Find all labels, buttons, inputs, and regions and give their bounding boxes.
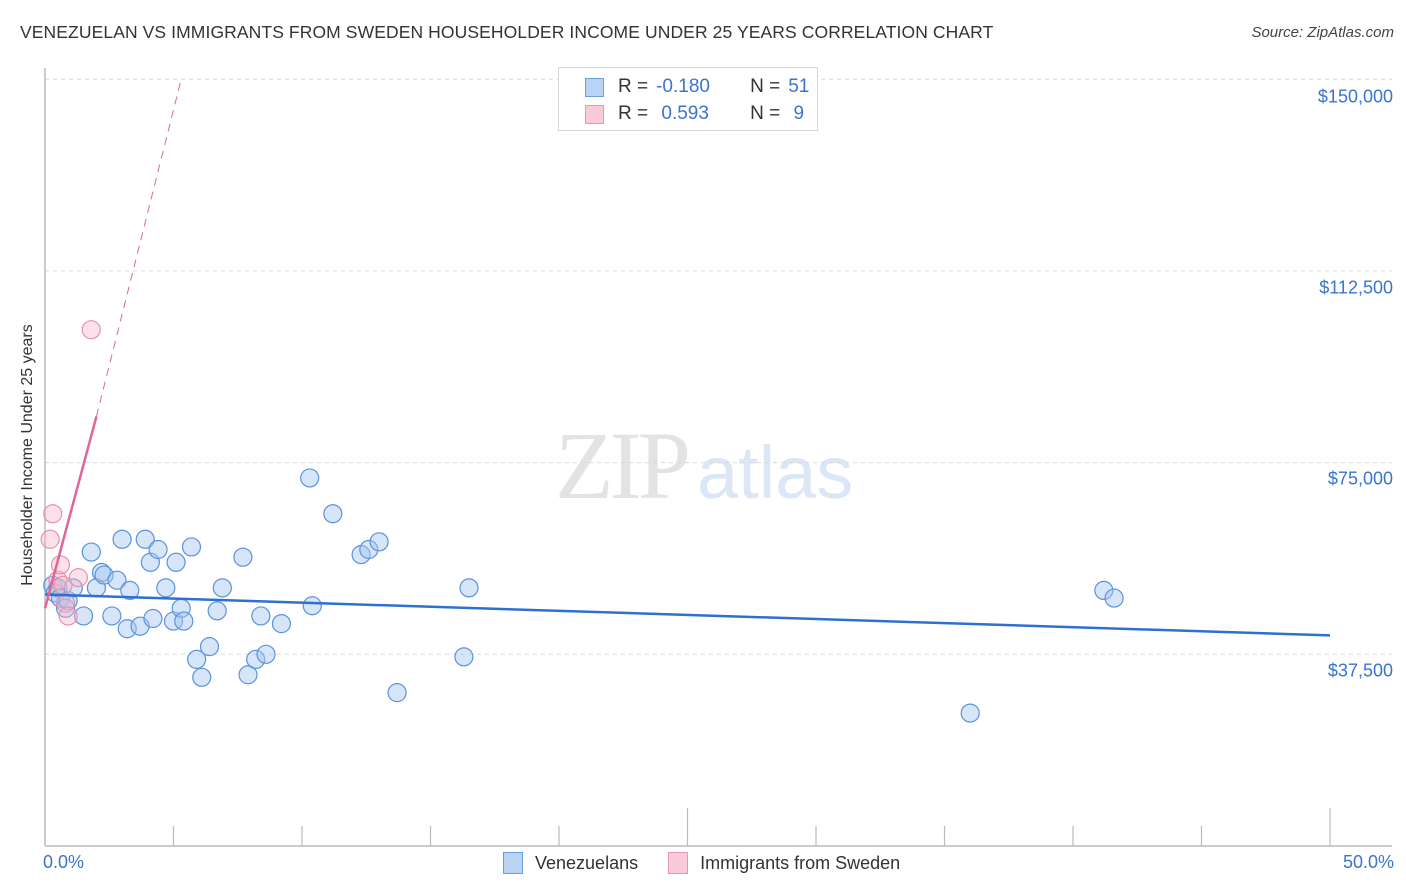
source-label: Source: ZipAtlas.com [1251,24,1394,41]
correlation-legend: R = -0.180 N = 51 R = 0.593 N = 9 [558,67,818,131]
venezuelans-point [300,468,320,488]
venezuelans-point [387,683,407,703]
legend-r-value: 0.593 [656,103,709,124]
venezuelans-point [120,580,140,601]
venezuelans-point [1104,588,1124,608]
venezuelans-trendline [44,593,1331,637]
venezuelans-label: Venezuelans [535,852,639,873]
x-tick-left: 0.0% [43,852,85,872]
sweden-trendline-extension [95,79,182,417]
x-tick-right: 50.0% [1342,852,1394,872]
venezuelans-point [187,649,207,670]
venezuelans-swatch [503,852,523,874]
venezuelans-point [359,539,379,560]
legend-row-sweden: R = 0.593 N = 9 [585,102,804,126]
venezuelans-point [94,565,114,585]
y-tick-75000: $75,000 [1327,468,1393,489]
venezuelans-point [251,606,271,626]
venezuelans-point [55,598,76,618]
venezuelans-point [181,537,202,557]
chart-title: VENEZUELAN VS IMMIGRANTS FROM SWEDEN HOU… [20,22,994,42]
venezuelans-point [238,665,258,685]
venezuelans-point [1094,580,1114,601]
sweden-point [43,504,63,524]
venezuelans-point [148,539,168,560]
series-legend: Venezuelans Immigrants from Sweden [503,852,930,874]
venezuelans-point [960,703,980,723]
legend-r-label: R = [618,103,649,124]
sweden-point [40,529,60,549]
venezuelans-point [192,667,212,687]
venezuelans-point [233,547,253,567]
venezuelans-point [73,606,94,626]
legend-row-venezuelans: R = -0.180 N = 51 [585,75,809,99]
venezuelans-point [81,542,101,562]
venezuelans-point [107,570,127,590]
sweden-point [58,606,78,626]
venezuelans-point [174,611,194,631]
legend-r-value: -0.180 [656,76,710,97]
legend-swatch-pink [585,104,604,124]
legend-r-label: R = [618,76,649,97]
venezuelans-point [166,552,186,572]
legend-n-value: 51 [788,76,810,97]
y-tick-150000: $150,000 [1317,86,1393,107]
sweden-point [81,320,101,340]
legend-n-label: N = [750,103,781,124]
venezuelans-point [199,637,220,657]
venezuelans-point [256,644,276,664]
venezuelans-point [135,529,155,549]
sweden-trendline [43,416,98,609]
watermark-zip: ZIP [555,412,691,519]
y-tick-112500: $112,500 [1319,277,1393,298]
venezuelans-point [246,649,266,670]
venezuelans-point [212,578,232,598]
venezuelans-point [302,596,322,616]
legend-swatch-blue [585,77,604,97]
venezuelans-point [454,647,474,667]
venezuelans-point [323,504,343,524]
legend-item-sweden[interactable]: Immigrants from Sweden [668,852,900,874]
legend-item-venezuelans[interactable]: Venezuelans [503,852,638,874]
legend-n-label: N = [750,76,781,97]
sweden-label: Immigrants from Sweden [700,852,901,873]
y-axis-label: Householder Income Under 25 years [19,324,36,586]
venezuelans-point [459,578,479,598]
venezuelans-point [369,532,389,552]
venezuelans-point [207,601,227,621]
watermark-atlas: atlas [697,431,854,514]
venezuelans-point [102,606,122,626]
sweden-swatch [668,852,689,874]
sweden-point [68,568,89,588]
venezuelans-point [112,529,132,549]
venezuelans-point [91,562,112,583]
y-tick-37500: $37,500 [1327,660,1393,681]
venezuelans-point [156,578,176,598]
zipatlas-watermark: ZIP atlas [555,410,853,519]
venezuelans-point [143,608,163,629]
legend-n-value: 9 [788,103,805,124]
venezuelans-point [271,614,292,634]
